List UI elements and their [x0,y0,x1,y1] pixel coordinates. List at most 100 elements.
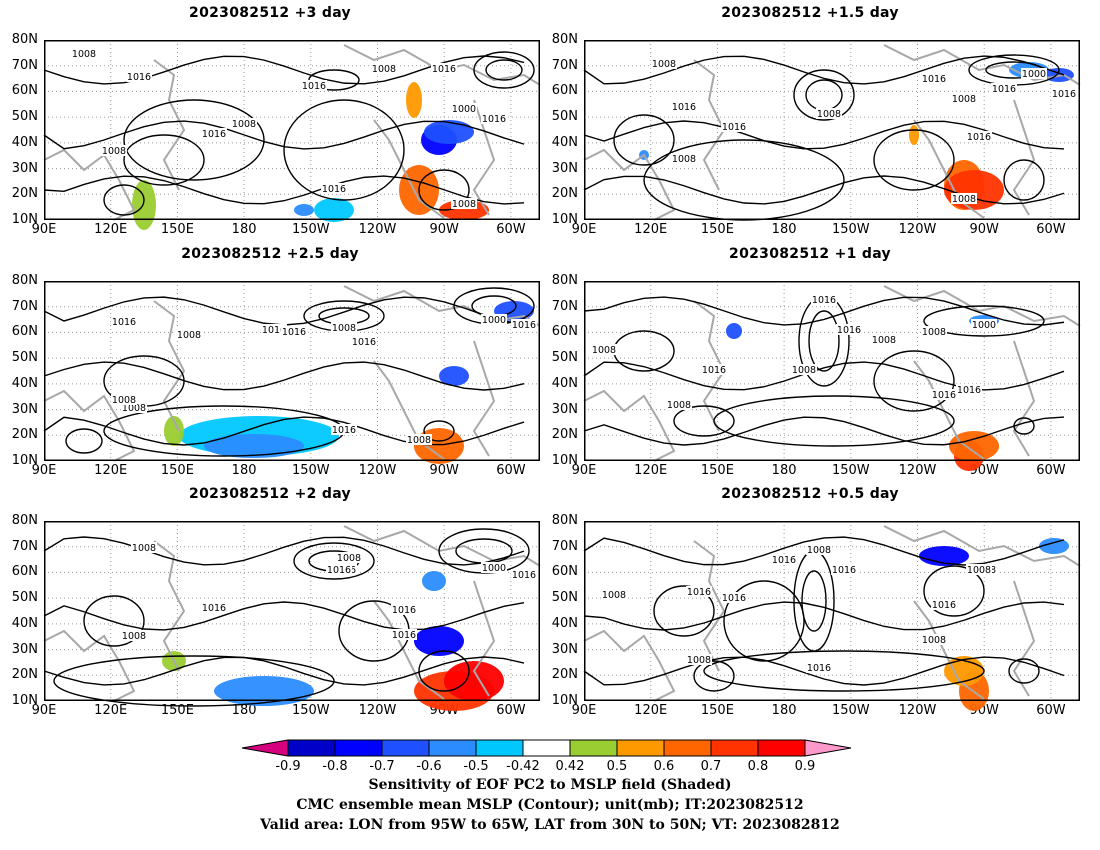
lat-tick-label: 80N [551,513,578,528]
mslp-contour [703,650,985,692]
contour-label: 1016 [932,390,956,401]
sensitivity-shade [406,82,422,118]
contour-label: 1008 [122,403,146,414]
lat-tick-label: 10N [551,693,578,708]
contour-label-bg [101,145,127,156]
mslp-contour [805,79,843,111]
contour-label: 1016 [672,102,696,113]
lon-tick-label: 90E [31,703,57,718]
contour-label-bg [601,589,627,600]
contour-label: 1000 [482,315,506,326]
contour-label-bg [111,316,137,327]
colorbar-tick-label: -0.42 [506,759,540,774]
lon-tick-label: 60W [496,703,526,718]
lon-tick-label: 180 [771,463,797,478]
contour-label-bg [481,113,507,124]
contour-label-bg [331,322,357,333]
lat-tick-label: 10N [551,453,578,468]
contour-label-bg [511,569,537,580]
lon-tick-label: 150W [291,463,330,478]
colorbar-tick-label: 0.8 [748,759,769,774]
contour-label: 1016 [512,320,536,331]
plot-frame [584,281,1080,461]
contour-label-bg [966,564,992,575]
contour-label: 1008 [792,365,816,376]
map-plot-area: 1008 1016 1016 1008 1000 1016 1008 1016 1016 1008… [583,40,1081,221]
lon-tick-label: 60W [1036,463,1066,478]
colorbar-swatch [757,739,806,757]
sensitivity-shade [164,416,184,446]
sensitivity-shade [424,120,474,144]
contour-label-bg [111,394,137,405]
mslp-contour [583,175,1065,205]
map-plot-area: 1008 1016 1000 1008 1016 1016 1008 1016 1016 1008… [43,40,541,230]
coastline [883,44,1081,86]
lon-tick-label: 120E [94,222,128,237]
colorbar-tick-label: 0.9 [795,759,816,774]
contour-label: 1008 [687,655,711,666]
contour-label-bg [771,554,797,565]
coastline [472,580,496,697]
contour-label-bg [326,564,352,575]
coastline [43,389,136,462]
contour-label: 1016 [482,114,506,125]
lat-tick-label: 60N [551,564,578,580]
mslp-contour [485,59,523,81]
lon-tick-label: 120W [898,222,937,237]
contour-label: 1016 [127,72,151,83]
caption-contour: CMC ensemble mean MSLP (Contour); unit(m… [296,797,804,813]
lat-tick-label: 50N [551,109,578,125]
contour-label-bg [121,402,147,413]
mslp-contour [293,542,375,580]
colorbar-svg: -0.9 -0.8 -0.7 -0.6 -0.5 -0.42 0.42 0.5 0.6 0.7 0.… [241,739,852,774]
contour-label-bg [431,63,457,74]
coastline [373,600,445,700]
contour-label-bg [406,434,432,445]
contour-label: 1008 [372,64,396,75]
coastline [1012,340,1036,457]
colorbar-swatch [287,739,336,757]
lat-tick-label: 40N [11,134,38,150]
lat-tick-label: 80N [551,273,578,288]
mslp-contour [318,307,370,325]
sensitivity-shade [132,180,156,230]
contour-label-bg [201,602,227,613]
contour-label: 1016 [322,184,346,195]
coastline [1012,580,1036,697]
contour-label-bg [806,544,832,555]
lon-tick-label: 150W [831,463,870,478]
plot-frame [44,521,540,701]
mslp-contour [923,305,1045,337]
map-panel: 2023082512 +0.5 day 80N 70N 60N 50N 40N 30N 20N… [540,481,1081,718]
colorbar-swatch [334,739,383,757]
contour-label: 1016 [812,295,836,306]
colorbar: -0.9 -0.8 -0.7 -0.6 -0.5 -0.42 0.42 0.5 0.6 0.7 0.… [240,738,860,778]
contour-label: 1016 [332,425,356,436]
coastline [883,525,1081,567]
mslp-contour [643,139,845,221]
contour-label: 1016 [702,365,726,376]
lon-tick-label: 90E [571,703,597,718]
lon-tick-label: 120E [634,463,668,478]
colorbar-swatch [475,739,524,757]
sensitivity-shade [444,661,504,701]
contour-label: 1016 [837,325,861,336]
map-panel: 2023082512 +2 day 80N 70N 60N 50N 40N 30N 20N 10… [0,481,541,718]
mslp-contour [583,536,1065,566]
coastline [153,59,186,191]
coastline [583,148,676,221]
panel-title: 2023082512 +2 day [189,486,351,502]
sensitivity-shade [414,626,464,656]
lon-tick-label: 120E [94,463,128,478]
contour-label: 1008 [967,565,991,576]
lon-tick-label: 90W [429,463,459,478]
map-panel: 2023082512 +2.5 day 80N 70N 60N 50N 40N 30N 20N… [0,241,541,478]
map-panel: 2023082512 +1 day 80N 70N 60N 50N 40N 30N 20N 10… [540,241,1081,478]
contour-label: 1008 [452,199,476,210]
lon-tick-label: 180 [231,703,257,718]
mslp-contour [673,405,735,437]
lat-tick-label: 40N [551,615,578,631]
contour-label: 1008 [817,109,841,120]
mslp-contour [43,416,525,446]
lon-tick-label: 60W [1036,222,1066,237]
